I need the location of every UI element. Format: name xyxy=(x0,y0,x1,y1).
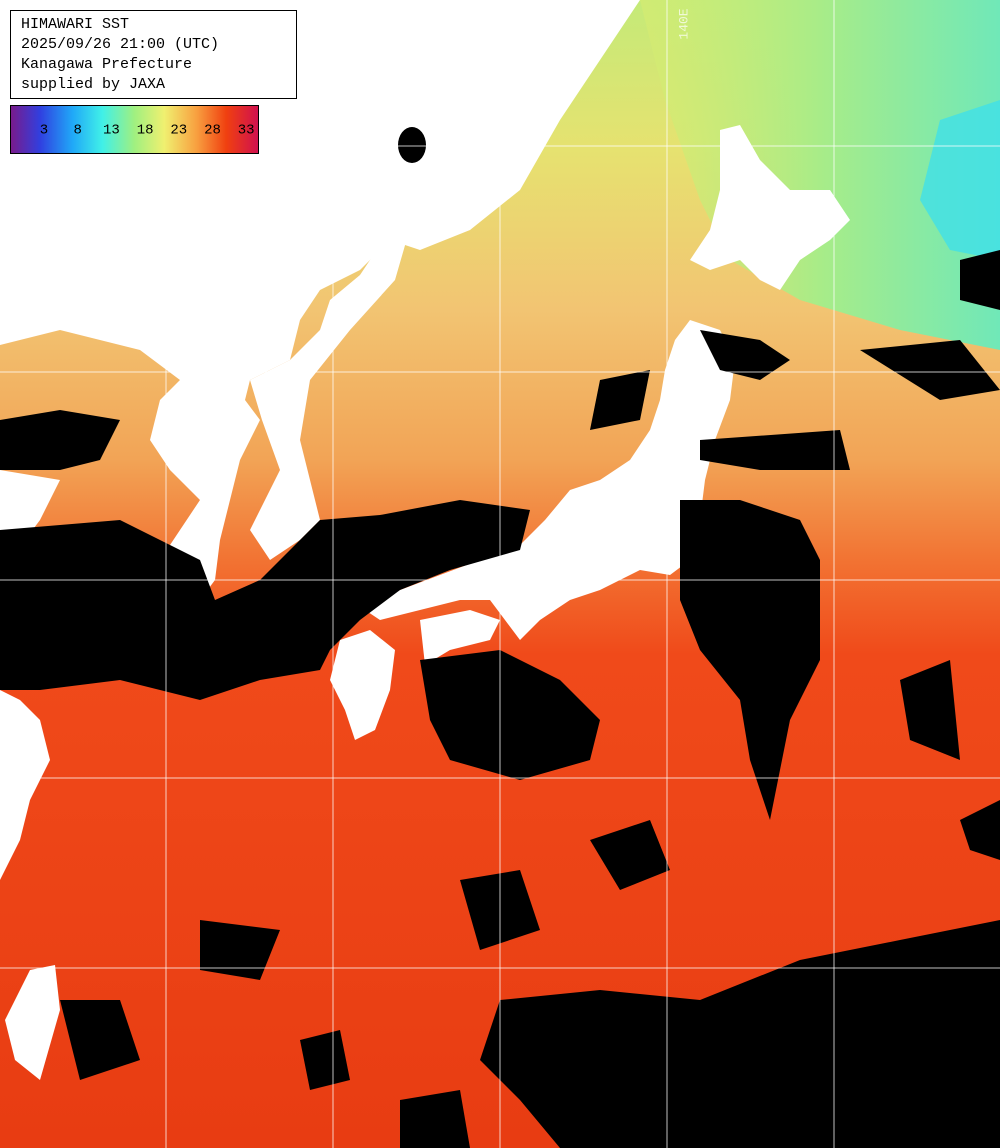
legend-label: 18 xyxy=(137,123,154,139)
cloud xyxy=(200,920,280,980)
legend-label: 23 xyxy=(170,123,187,139)
info-line: Kanagawa Prefecture xyxy=(21,56,192,73)
taiwan xyxy=(5,965,60,1080)
korea xyxy=(250,228,410,560)
cloud xyxy=(860,340,1000,400)
kyushu xyxy=(330,630,395,740)
cloud xyxy=(960,250,1000,310)
info-line: HIMAWARI SST xyxy=(21,16,129,33)
info-box: HIMAWARI SST 2025/09/26 21:00 (UTC) Kana… xyxy=(10,10,297,99)
legend-label: 13 xyxy=(103,123,120,139)
legend-label: 3 xyxy=(40,123,48,139)
cloud xyxy=(0,410,120,470)
cloud xyxy=(0,500,530,700)
info-frame xyxy=(10,10,297,99)
cloud xyxy=(590,820,670,890)
legend-label: 8 xyxy=(73,123,81,139)
grid-label: 140E xyxy=(676,8,691,39)
cool-water xyxy=(640,0,1000,350)
info-line: supplied by JAXA xyxy=(21,76,165,93)
cloud xyxy=(398,127,426,163)
cloud xyxy=(700,330,790,380)
legend-label: 28 xyxy=(204,123,221,139)
hokkaido xyxy=(690,125,850,290)
colorbar xyxy=(10,105,259,154)
cloud xyxy=(300,1030,350,1090)
cloud xyxy=(900,660,960,760)
cloud xyxy=(960,800,1000,860)
honshu xyxy=(365,320,735,640)
info-line: 2025/09/26 21:00 (UTC) xyxy=(21,36,219,53)
cloud xyxy=(420,650,600,780)
cloud xyxy=(480,920,1000,1148)
coast xyxy=(0,690,50,880)
cold-water xyxy=(920,100,1000,260)
cloud xyxy=(590,370,650,430)
cloud xyxy=(700,430,850,470)
legend-label: 33 xyxy=(238,123,255,139)
cloud xyxy=(60,1000,140,1080)
shikoku xyxy=(420,610,500,665)
cloud xyxy=(400,1090,470,1148)
color-legend: 3 8 13 18 23 28 33 xyxy=(10,105,259,154)
